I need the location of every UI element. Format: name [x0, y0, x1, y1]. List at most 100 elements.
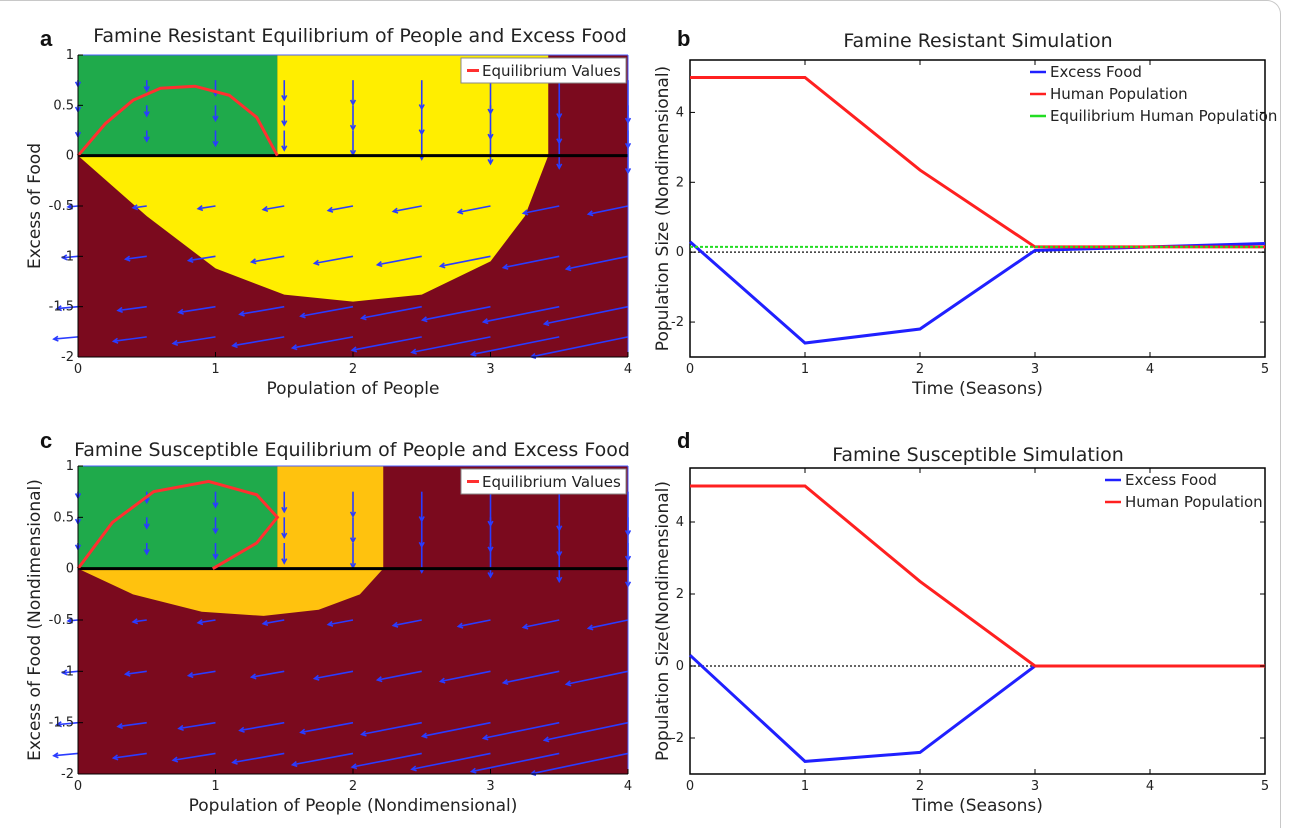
- quiver-arrow-head: [410, 348, 417, 355]
- quiver-arrow: [198, 619, 216, 624]
- quiver-arrow-head: [326, 206, 334, 213]
- quiver-arrow-head: [542, 736, 550, 743]
- quiver-arrow: [544, 305, 629, 325]
- quiver-arrow: [393, 619, 422, 627]
- x-tick-label: 1: [801, 779, 809, 794]
- quiver-arrow-head: [171, 756, 179, 763]
- x-axis-label: Population of People: [267, 379, 440, 399]
- panel-letter-c: c: [40, 428, 52, 453]
- y-tick-label: 4: [676, 105, 684, 120]
- quiver-arrow: [377, 255, 422, 266]
- panel-c: 0 1 2 3 4 1 0.5 0 -0.5 -1 -1.5 -2 Equilibrium Values…: [25, 439, 632, 816]
- quiver-arrow-head: [66, 203, 74, 210]
- x-tick-label: 2: [349, 779, 357, 794]
- quiver-arrow: [62, 670, 79, 674]
- quiver-arrow-head: [481, 318, 489, 325]
- quiver-arrow: [531, 752, 629, 775]
- panel-a: 0 1 2 3 4 1 0.5 0 -0.5 -1 -1.5 -2 Equilibrium Values…: [25, 25, 632, 399]
- quiver-arrow: [471, 336, 560, 356]
- quiver-arrow-head: [143, 523, 150, 530]
- quiver-arrow: [198, 205, 216, 210]
- quiver-arrow-head: [249, 258, 257, 265]
- chart-title: Famine Susceptible Equilibrium of People…: [74, 439, 630, 461]
- quiver-arrow: [232, 752, 285, 764]
- quiver-arrow-head: [391, 621, 399, 628]
- y-tick-label: -0.5: [49, 613, 74, 628]
- legend-label: Equilibrium Values: [482, 473, 621, 491]
- chart-title: Famine Resistant Equilibrium of People a…: [93, 25, 627, 47]
- quiver-arrow-head: [556, 163, 563, 170]
- legend-label-1: Human Population: [1125, 493, 1263, 511]
- quiver-arrow-head: [456, 622, 464, 629]
- quiver-arrow-head: [556, 576, 563, 584]
- y-tick-label: -2: [61, 350, 74, 365]
- quiver-arrow-head: [586, 624, 594, 631]
- quiver-arrow: [239, 721, 285, 732]
- x-tick-label: 3: [1031, 362, 1039, 377]
- quiver-arrow-head: [564, 680, 572, 687]
- quiver-arrow: [458, 619, 491, 628]
- quiver-arrow-head: [420, 732, 428, 739]
- quiver-arrow: [361, 721, 422, 736]
- quiver-arrow-head: [349, 124, 357, 132]
- quiver-arrow-head: [326, 620, 334, 627]
- quiver-arrow-head: [281, 95, 288, 102]
- quiver-arrow-head: [212, 115, 219, 123]
- legend: Excess Food Human Population: [1105, 471, 1263, 511]
- quiver-arrow-head: [212, 140, 219, 148]
- series-line-1: [690, 484, 1265, 668]
- quiver-arrow-head: [312, 674, 320, 681]
- chart-title: Famine Resistant Simulation: [843, 30, 1112, 52]
- x-tick-label: 3: [1031, 779, 1039, 794]
- quiver-arrow-head: [131, 618, 139, 625]
- quiver-arrow: [300, 305, 354, 318]
- y-axis-label: Population Size (Nondimensional): [653, 66, 673, 351]
- quiver-arrow-head: [231, 758, 238, 765]
- quiver-arrow-head: [143, 111, 150, 118]
- quiver-arrow-head: [60, 669, 68, 676]
- quiver-arrow-head: [196, 619, 204, 626]
- quiver-arrow-head: [60, 254, 68, 261]
- quiver-arrow: [173, 752, 216, 762]
- x-tick-label: 5: [1261, 779, 1269, 794]
- quiver-arrow-head: [438, 677, 446, 684]
- quiver-arrow: [411, 336, 491, 354]
- quiver-arrow: [328, 619, 354, 626]
- quiver-arrow-head: [281, 558, 288, 565]
- x-tick-label: 2: [349, 362, 357, 377]
- quiver-arrow: [503, 255, 560, 269]
- legend-box: [460, 468, 627, 495]
- quiver-arrow: [133, 205, 147, 209]
- x-tick-label: 4: [624, 362, 632, 377]
- quiver-arrow: [440, 255, 491, 267]
- quiver-arrow-head: [349, 99, 357, 106]
- y-tick-label: -1.5: [49, 300, 74, 315]
- quiver-arrow-head: [52, 335, 59, 342]
- y-tick-label: 0: [676, 245, 684, 260]
- quiver-arrow-head: [231, 341, 238, 349]
- quiver-arrow: [328, 205, 354, 212]
- quiver-arrow: [125, 255, 147, 260]
- quiver-arrow: [483, 721, 560, 740]
- plot-area: [689, 467, 1266, 775]
- quiver-arrow-head: [281, 532, 288, 540]
- quiver-arrow-head: [410, 765, 417, 772]
- quiver-arrow: [263, 619, 285, 625]
- quiver-arrow-head: [186, 256, 194, 264]
- x-tick-label: 1: [211, 779, 219, 794]
- quiver-arrow-head: [290, 344, 298, 351]
- x-tick-label: 1: [801, 362, 809, 377]
- quiver-arrow: [178, 305, 216, 314]
- quiver-arrow-head: [586, 210, 594, 217]
- legend: Excess Food Human Population Equilibrium H…: [1030, 63, 1277, 125]
- legend: Equilibrium Values: [460, 57, 627, 84]
- quiver-arrow: [588, 205, 629, 215]
- quiver-arrow-head: [350, 763, 358, 770]
- quiver-arrow: [314, 670, 354, 680]
- x-tick-label: 0: [686, 779, 694, 794]
- quiver-arrow-head: [238, 726, 245, 733]
- quiver-arrow-head: [55, 305, 63, 312]
- x-axis-label: Time (Seasons): [911, 379, 1043, 399]
- quiver-arrow-head: [261, 619, 269, 627]
